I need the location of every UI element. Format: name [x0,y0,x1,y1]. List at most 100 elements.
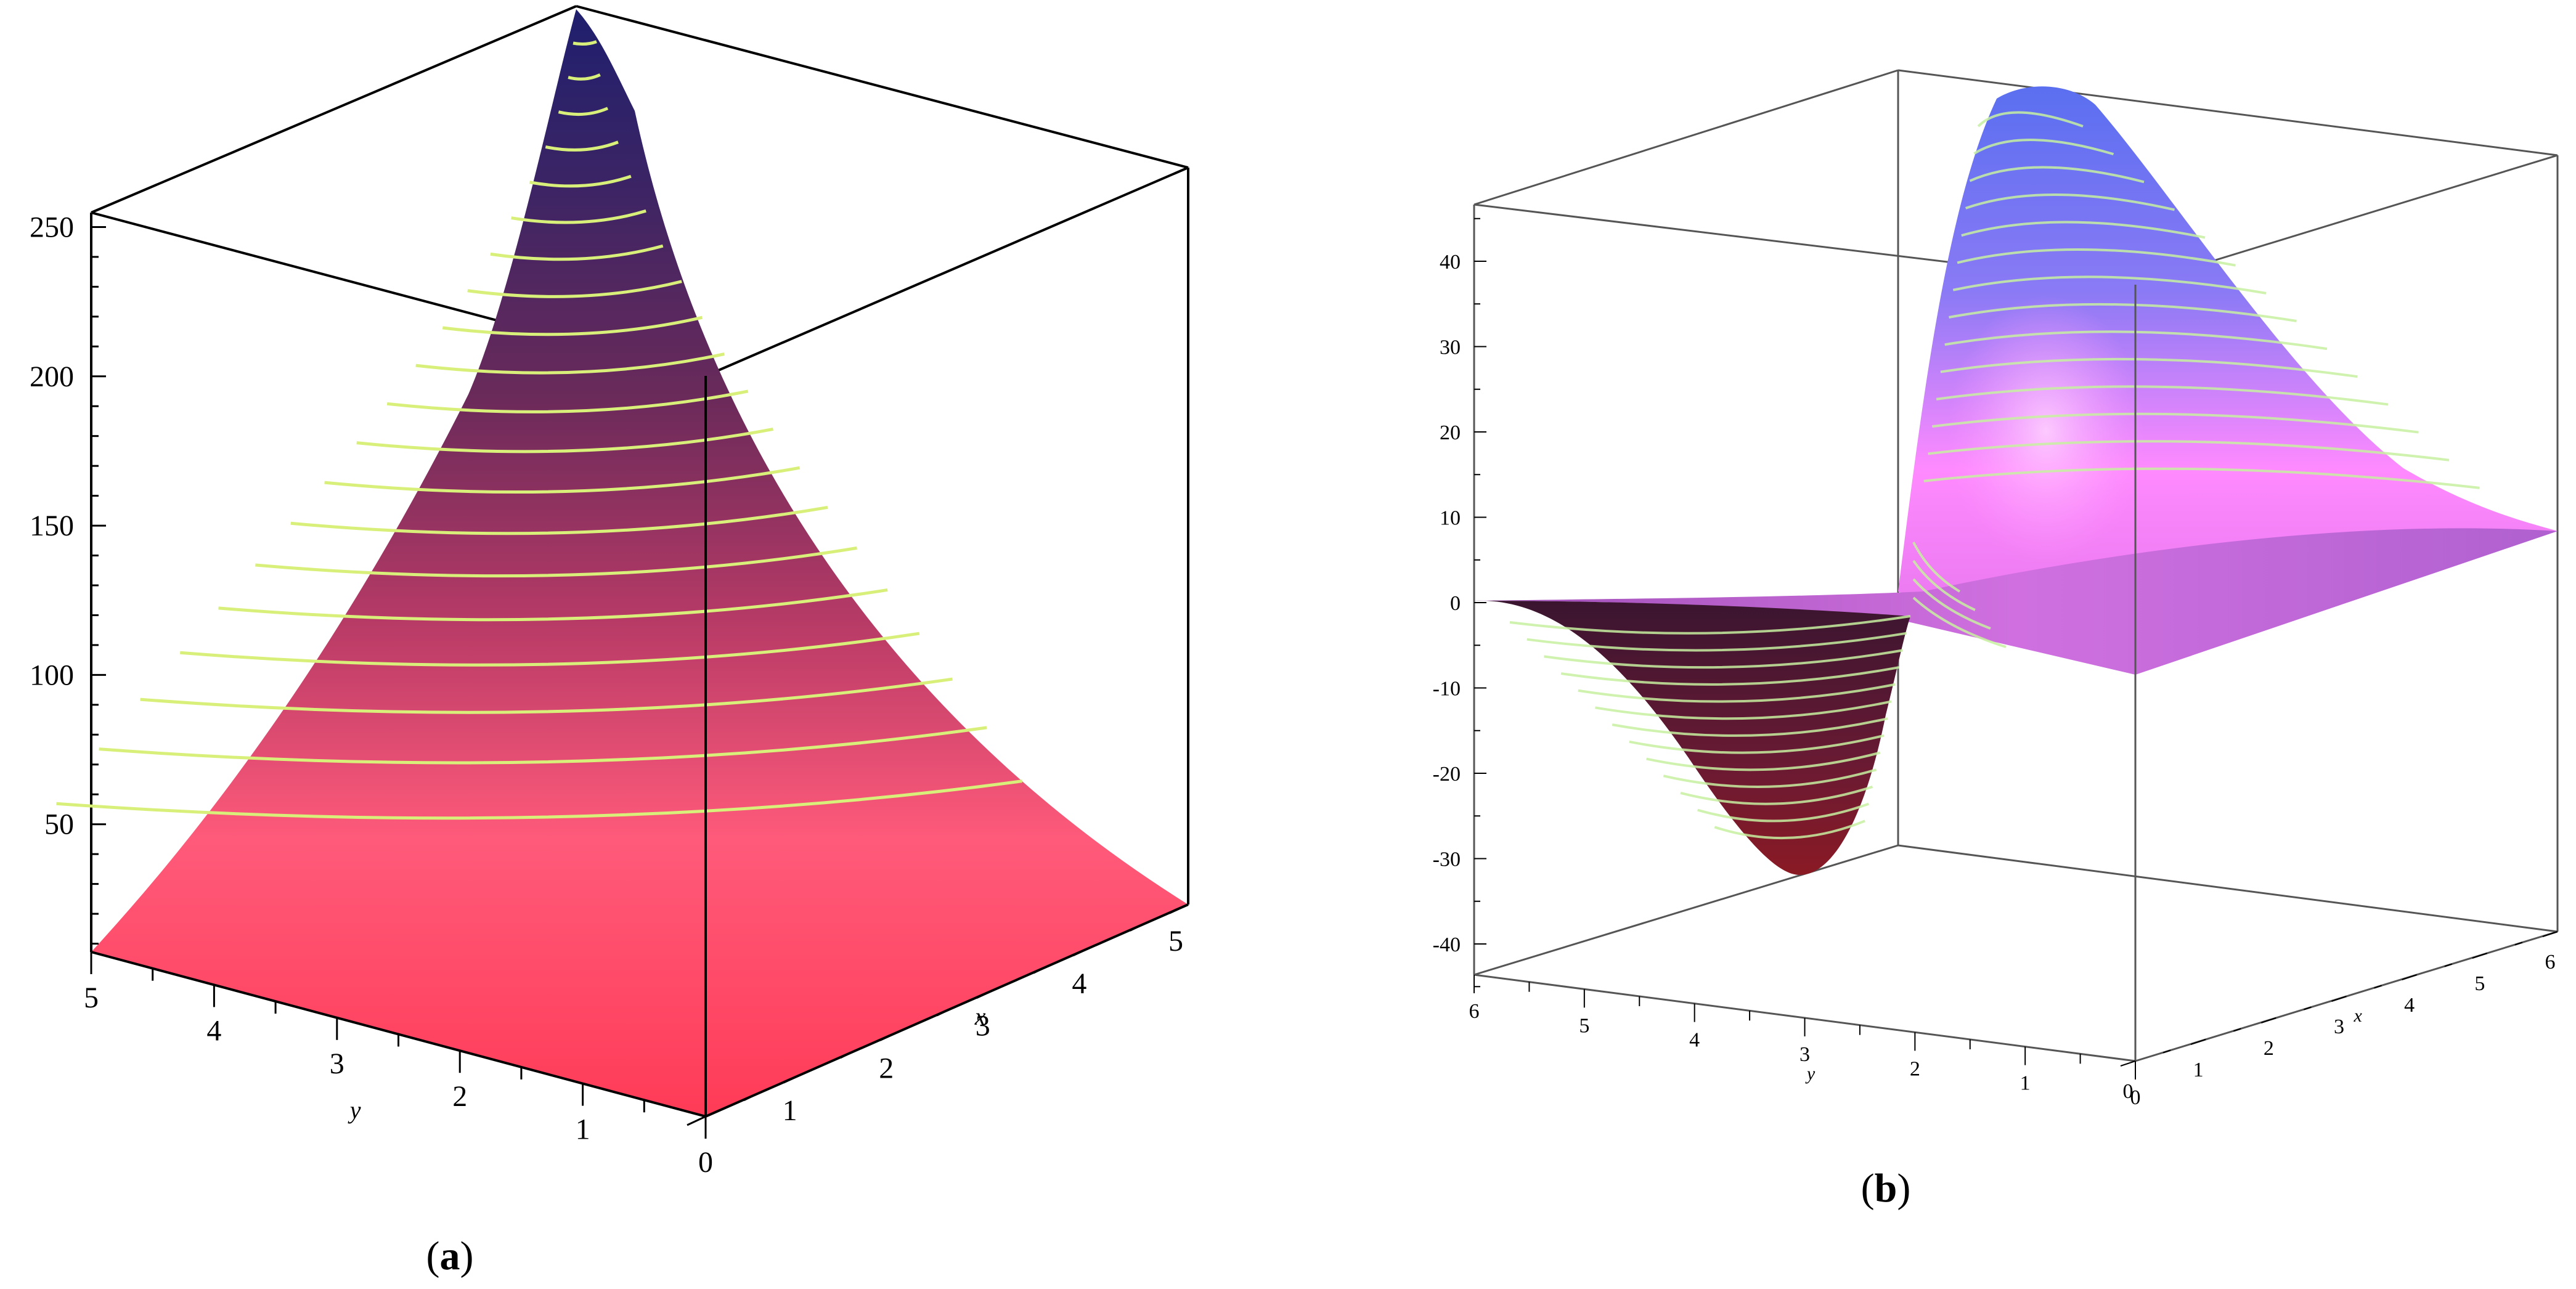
box-edge [1897,844,2558,933]
x-tick-label: 2 [879,1052,894,1084]
contour-line [1932,412,2419,434]
contour-line [1973,139,2114,156]
x-tick [2472,953,2488,959]
contour-line [56,779,1022,820]
x-tick-label: 3 [2334,1015,2344,1038]
contour-line [1612,717,1888,737]
x-tick-label: 5 [2474,972,2485,995]
contour-line [442,315,703,336]
contour-line [1961,221,2206,239]
z-tick-label: -10 [1433,678,1461,701]
contour-line [467,280,682,298]
x-tick [879,1031,899,1041]
chart-b-labels: -40 -30 -20 -10 0 10 20 30 40 0 1 2 3 4 5 6 y 0 1 2 3 4 5 6 x [1433,251,2556,1109]
contour-line [255,546,857,578]
x-tick [976,988,996,999]
z-tick-label: 40 [1440,251,1461,274]
x-tick [783,1073,803,1084]
x-tick [1072,946,1093,957]
y-tick-label: 2 [1910,1057,1920,1080]
contour-line [180,632,920,667]
x-tick [743,1094,754,1101]
surface-flat [1474,528,2558,675]
z-tick-label: 20 [1440,421,1461,444]
z-tick-label: 50 [44,808,74,841]
surface-negative-lobe [1474,600,1910,875]
contour-line [1912,596,2007,648]
z-tick-label: 250 [30,211,74,243]
contour-line [1965,193,2175,211]
x-axis-label: x [2354,1006,2363,1026]
x-tick [840,1052,851,1059]
contour-line [99,726,987,765]
y-tick-label: 5 [84,982,99,1014]
x-tick [2402,974,2417,980]
contour-line [511,209,646,224]
chart-a-surface [91,9,1188,1116]
contour-line [1663,768,1877,788]
contour-line [415,352,725,375]
x-tick [687,1115,706,1126]
y-axis-label: y [1805,1063,1816,1084]
x-tick [2331,996,2347,1002]
contour-line [140,677,953,714]
z-tick-label: 30 [1440,336,1461,359]
contour-line [1578,683,1896,703]
caption-b: (b) [1861,1166,1911,1211]
x-tick [2190,1039,2206,1045]
box-edge [705,166,1189,377]
x-tick [936,1009,948,1017]
y-tick-label: 3 [1800,1043,1810,1066]
x-tick-label: 2 [2264,1037,2274,1060]
x-tick [1033,967,1044,974]
panel-a: 0 1 2 3 4 5 1 2 3 4 5 y x 50 100 150 200 250 (a) [0,0,1270,1289]
z-tick-label: 200 [30,360,74,393]
box-edge [1897,69,2558,157]
contour-line [1595,700,1892,720]
x-tick-label: 5 [1168,925,1183,958]
contour-line [1544,649,1904,669]
x-tick-label: 4 [1072,967,1086,1000]
contour-line [1923,467,2480,489]
contour-line [1957,248,2236,267]
chart-a-labels: 0 1 2 3 4 5 1 2 3 4 5 y x 50 100 150 200 250 [30,211,1183,1179]
box-edge [576,5,1189,169]
x-tick [2120,1060,2136,1067]
contour-line [1714,819,1865,840]
x-tick-label: 6 [2545,951,2556,974]
y-tick-label: 0 [698,1146,713,1179]
x-tick-label: 3 [976,1010,990,1043]
contour-line [1680,786,1873,805]
contour-line [386,389,749,413]
contour-line [1940,357,2358,378]
y-tick-label: 0 [2130,1086,2141,1109]
x-tick-label: 0 [2123,1080,2134,1103]
z-tick-label: -30 [1433,848,1461,871]
x-tick [1169,903,1189,914]
contour-line [1646,751,1881,771]
x-tick [2514,941,2523,946]
y-tick-label: 3 [330,1047,344,1080]
x-tick [2233,1028,2241,1032]
contour-line [1912,559,1976,611]
contour-line [490,244,664,261]
chart-b-surface [1474,86,2558,875]
y-tick-label: 2 [452,1080,467,1113]
panel-b: -40 -30 -20 -10 0 10 20 30 40 0 1 2 3 4 5 6 y 0 1 2 3 4 5 6 x (b… [1356,0,2576,1289]
surface-highlight [1947,296,2145,567]
x-tick [1130,925,1141,932]
y-tick-label: 1 [576,1113,590,1146]
contour-line [1912,578,1991,630]
contour-line [545,140,619,152]
contour-line [1977,111,2084,128]
contour-line [1912,542,1961,593]
contour-line [1952,275,2267,295]
x-axis-label: x [974,1002,986,1030]
x-tick [2261,1017,2276,1023]
chart-a-svg: 0 1 2 3 4 5 1 2 3 4 5 y x 50 100 150 200 250 (a) [30,5,1189,1279]
contour-line [1560,666,1899,686]
chart-a-contours [56,40,1022,820]
contour-line [1936,385,2389,406]
contour-line [290,505,828,535]
surface-body [91,9,1188,1116]
